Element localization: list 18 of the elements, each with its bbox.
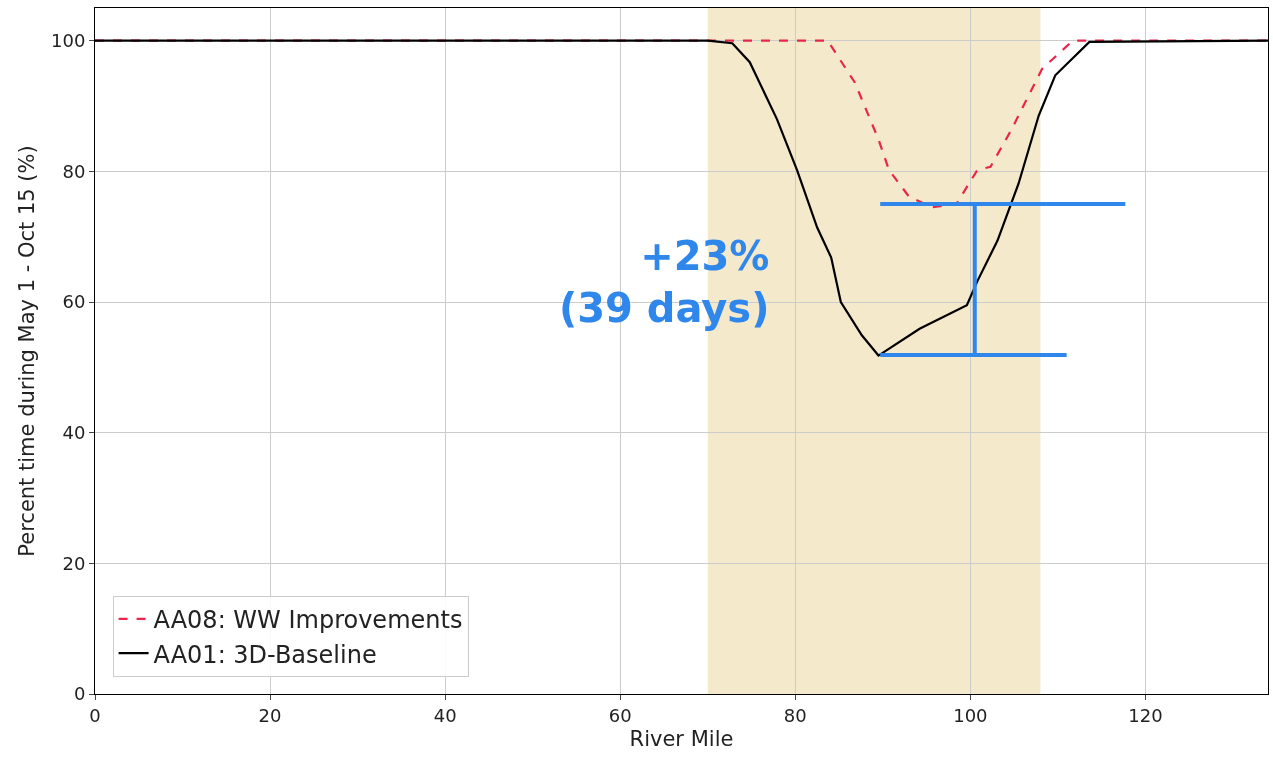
x-tick-label: 20: [258, 704, 282, 726]
legend-label: AA01: 3D-Baseline: [153, 640, 377, 669]
x-tick-label: 100: [953, 704, 988, 726]
x-axis-title: River Mile: [629, 726, 734, 751]
annotation: +23% (39 days): [559, 233, 770, 331]
x-tick-label: 0: [89, 704, 101, 726]
x-tick-label: 40: [433, 704, 457, 726]
y-tick-label: 20: [62, 552, 86, 574]
y-tick-label: 100: [51, 29, 86, 51]
y-tick-label: 40: [62, 421, 86, 443]
y-tick-label: 60: [62, 291, 86, 313]
legend-label: AA08: WW Improvements: [153, 606, 463, 635]
y-tick-label: 80: [62, 160, 86, 182]
x-tick-label: 120: [1128, 704, 1163, 726]
y-tick-label: 0: [73, 683, 86, 705]
x-tick-label: 80: [783, 704, 807, 726]
y-axis-title: Percent time during May 1 - Oct 15 (%): [15, 145, 40, 557]
x-tick-label: 60: [608, 704, 632, 726]
